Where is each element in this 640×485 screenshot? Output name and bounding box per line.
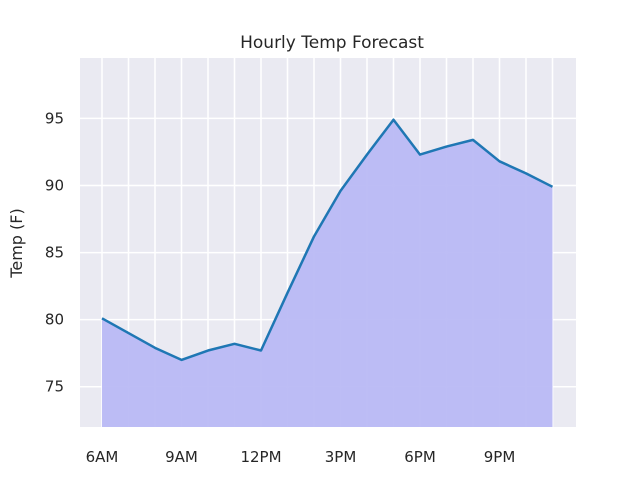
- data-point: [365, 153, 369, 157]
- x-tick-label: 9PM: [484, 448, 516, 466]
- data-point: [259, 349, 263, 353]
- area-layer: [102, 119, 553, 427]
- x-tick-label: 3PM: [325, 448, 357, 466]
- x-tick-label: 12PM: [240, 448, 281, 466]
- data-point: [286, 291, 290, 295]
- data-point: [127, 331, 131, 335]
- x-tick-label: 6PM: [404, 448, 436, 466]
- data-point: [180, 358, 184, 362]
- data-point: [418, 153, 422, 157]
- area-fill: [102, 119, 553, 427]
- x-tick-label: 9AM: [165, 448, 198, 466]
- chart-title: Hourly Temp Forecast: [240, 33, 424, 53]
- series-line: [101, 118, 554, 362]
- data-point: [312, 234, 316, 238]
- data-point: [471, 138, 475, 142]
- data-point: [339, 189, 343, 193]
- data-point: [524, 171, 528, 175]
- data-point: [551, 185, 555, 189]
- y-tick-label: 85: [45, 244, 64, 262]
- y-tick-label: 95: [45, 109, 64, 127]
- y-tick-labels: 75 80 85 90 95: [45, 109, 64, 395]
- data-point: [445, 145, 449, 149]
- x-tick-labels: 6AM 9AM 12PM 3PM 6PM 9PM: [86, 448, 516, 466]
- y-tick-label: 90: [45, 176, 64, 194]
- data-point: [392, 118, 396, 122]
- y-tick-label: 75: [45, 378, 64, 396]
- line-layer: [100, 118, 555, 362]
- y-axis-label: Temp (F): [7, 208, 26, 278]
- data-point: [498, 159, 502, 163]
- x-tick-label: 6AM: [86, 448, 119, 466]
- data-point: [153, 346, 157, 350]
- y-tick-label: 80: [45, 311, 64, 329]
- data-point: [206, 349, 210, 353]
- data-point: [233, 342, 237, 346]
- data-point: [100, 316, 104, 320]
